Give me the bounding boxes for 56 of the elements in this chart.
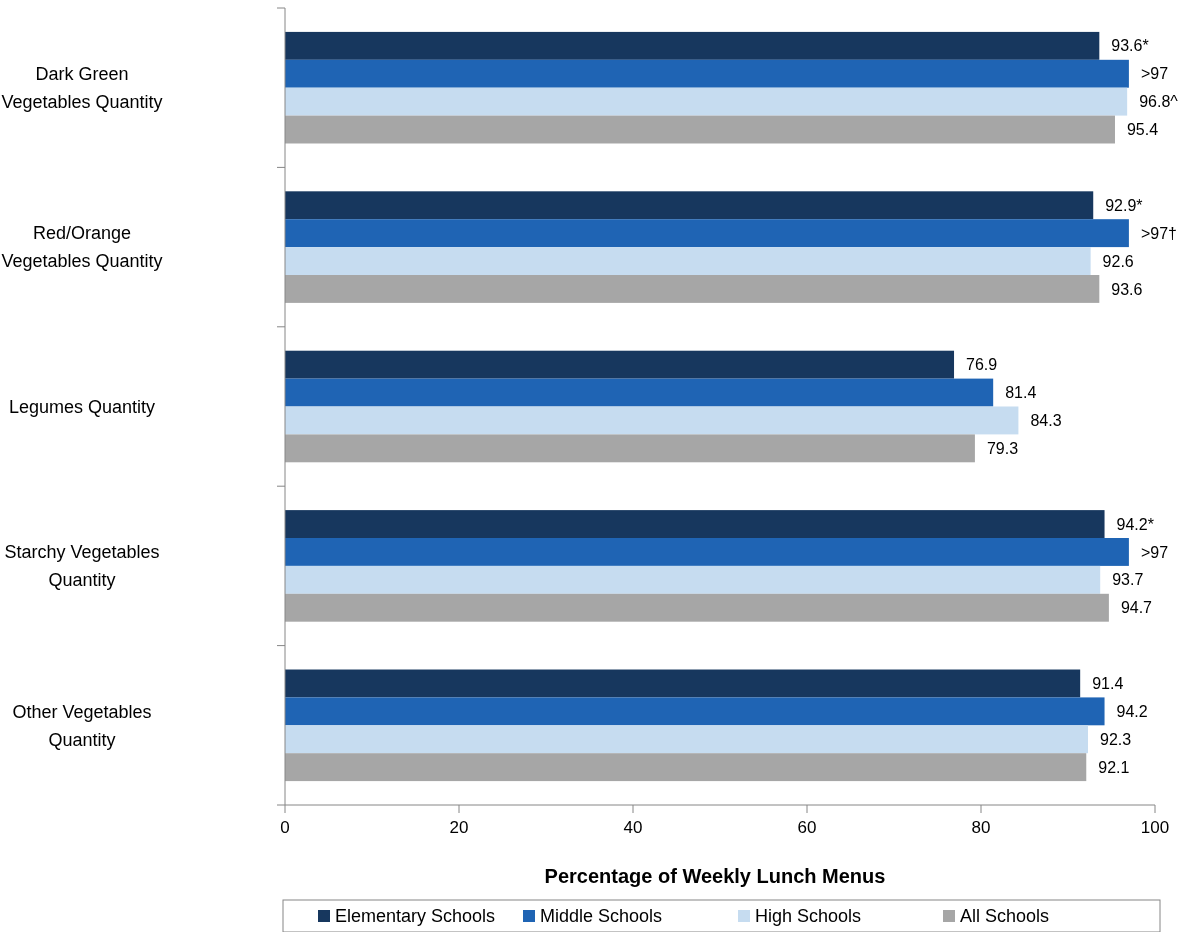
- legend-label: High Schools: [755, 906, 862, 927]
- data-label: 92.6: [1102, 252, 1134, 270]
- bar: [285, 406, 1019, 435]
- bar: [285, 753, 1087, 782]
- x-axis-title: Percentage of Weekly Lunch Menus: [544, 865, 886, 887]
- y-tick-label: Red/Orange Vegetables Quantity: [1, 223, 163, 272]
- y-tick-label: Dark Green Vegetables Quantity: [1, 64, 163, 112]
- data-label: 93.6: [1111, 280, 1143, 298]
- y-tick-label: Legumes Quantity: [8, 396, 156, 417]
- bar: [285, 59, 1129, 88]
- data-label: 94.7: [1120, 599, 1153, 617]
- data-label: >97: [1140, 543, 1169, 561]
- data-label: 92.3: [1100, 730, 1132, 748]
- bar: [285, 697, 1105, 726]
- bar: [285, 538, 1129, 566]
- data-label: >97: [1140, 65, 1169, 83]
- bar: [285, 31, 1100, 60]
- bar: [285, 510, 1105, 539]
- bar: [285, 275, 1100, 303]
- x-tick-label: 60: [797, 818, 817, 837]
- x-tick-label: 0: [280, 818, 290, 837]
- bar: [285, 87, 1128, 116]
- x-tick-label: 20: [449, 818, 469, 837]
- data-label: 95.4: [1126, 121, 1159, 139]
- legend-label: Middle Schools: [540, 906, 663, 927]
- data-label: 92.9*: [1105, 196, 1143, 214]
- legend-label: All Schools: [960, 906, 1050, 927]
- x-tick-label: 40: [623, 818, 643, 837]
- data-label: 94.2*: [1116, 515, 1154, 533]
- y-tick-label: Other Vegetables Quantity: [12, 701, 152, 750]
- bar: [285, 725, 1089, 754]
- data-label: 96.8^: [1139, 93, 1179, 111]
- x-tick-label: 100: [1140, 818, 1170, 837]
- bar: [285, 434, 975, 463]
- legend-label: Elementary Schools: [335, 906, 496, 927]
- bar: [285, 219, 1129, 248]
- bar: [285, 191, 1094, 220]
- bar: [285, 350, 955, 379]
- bar: [285, 565, 1101, 594]
- data-label: 76.9: [966, 356, 998, 374]
- data-label: 79.3: [986, 439, 1019, 457]
- bar: [285, 247, 1091, 275]
- data-label: 92.1: [1098, 758, 1130, 776]
- data-label: 93.7: [1112, 571, 1144, 589]
- data-label: 81.4: [1005, 384, 1037, 402]
- bar: [285, 115, 1115, 144]
- data-label: 84.3: [1030, 412, 1062, 430]
- data-label: >97†: [1140, 224, 1177, 242]
- data-label: 91.4: [1092, 675, 1124, 693]
- data-label: 93.6*: [1111, 37, 1149, 55]
- bar: [285, 669, 1081, 698]
- x-tick-label: 80: [971, 818, 991, 837]
- bar: [285, 593, 1109, 622]
- y-tick-label: Starchy Vegetables Quantity: [4, 542, 160, 591]
- bar: [285, 378, 994, 407]
- data-label: 94.2: [1116, 702, 1148, 720]
